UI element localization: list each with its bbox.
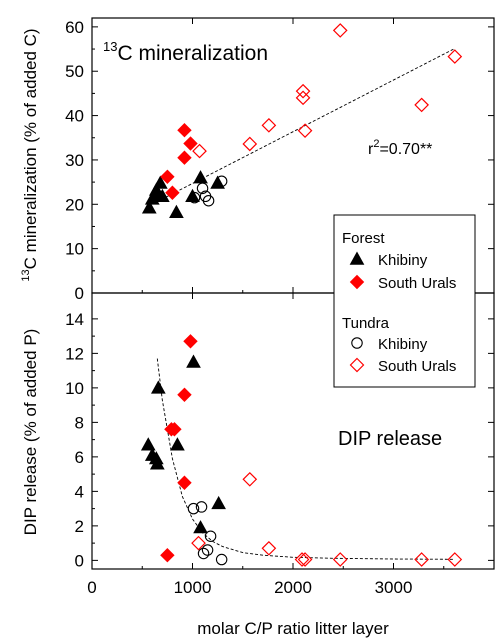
bottom-point-tundra-khibiny xyxy=(204,530,217,542)
top-point-tundra-south-urals xyxy=(295,90,311,106)
top-point-tundra-south-urals xyxy=(192,143,207,159)
top-point-forest-khibiny xyxy=(141,200,157,214)
top-point-tundra-khibiny xyxy=(188,191,201,204)
bottom-point-forest-south-urals xyxy=(160,547,175,563)
top-point-forest-khibiny xyxy=(152,175,168,189)
bottom-y-axis-label: DIP release (% of added P) xyxy=(21,329,40,536)
data-points xyxy=(140,23,463,567)
bottom-point-forest-khibiny xyxy=(140,437,156,451)
bottom-point-tundra-khibiny xyxy=(215,553,228,566)
x-tick-label: 2000 xyxy=(274,578,312,597)
top-point-tundra-south-urals xyxy=(332,23,348,38)
bottom-point-forest-khibiny xyxy=(150,380,166,394)
top-y-tick-label: 0 xyxy=(75,284,84,303)
bottom-point-forest-khibiny xyxy=(149,456,165,470)
bottom-point-tundra-south-urals xyxy=(414,552,429,567)
bottom-y-tick-label: 0 xyxy=(75,551,84,570)
bottom-point-forest-khibiny xyxy=(186,354,201,368)
bottom-point-tundra-khibiny xyxy=(187,502,200,515)
x-tick-label: 0 xyxy=(87,578,96,597)
top-panel-annotation: 13C mineralization xyxy=(103,39,268,65)
bottom-y-tick-label: 14 xyxy=(65,310,84,329)
x-axis-label: molar C/P ratio litter layer xyxy=(197,619,389,638)
top-y-tick-label: 40 xyxy=(65,107,84,126)
top-point-tundra-khibiny xyxy=(202,194,215,207)
legend-marker-tundra-south-urals xyxy=(349,357,365,373)
top-point-forest-khibiny xyxy=(155,188,170,203)
bottom-point-forest-khibiny xyxy=(170,437,185,451)
bottom-point-tundra-south-urals xyxy=(447,552,463,567)
fit-r2-label: r2=0.70** xyxy=(368,138,432,158)
bottom-point-tundra-khibiny xyxy=(195,501,208,513)
top-point-tundra-south-urals xyxy=(242,136,258,152)
legend-label-tundra-khibiny: Khibiny xyxy=(378,336,428,353)
bottom-point-forest-south-urals xyxy=(177,387,192,402)
top-point-forest-south-urals xyxy=(177,150,192,165)
bottom-point-forest-south-urals xyxy=(177,475,192,490)
bottom-point-tundra-south-urals xyxy=(332,552,348,567)
bottom-panel-annotation: DIP release xyxy=(338,428,442,450)
legend-marker-forest-south-urals xyxy=(349,274,365,290)
top-point-tundra-south-urals xyxy=(295,83,311,99)
legend-label-tundra-south-urals: South Urals xyxy=(378,358,456,375)
legend-label-forest-khibiny: Khibiny xyxy=(378,252,428,269)
x-tick-label: 1000 xyxy=(174,578,212,597)
bottom-point-tundra-khibiny xyxy=(197,547,210,560)
bottom-point-forest-khibiny xyxy=(193,520,208,534)
bottom-y-tick-label: 6 xyxy=(75,448,84,467)
bottom-point-forest-south-urals xyxy=(183,334,198,349)
bottom-y-tick-label: 12 xyxy=(65,344,84,363)
bottom-point-forest-south-urals xyxy=(167,422,182,437)
top-y-tick-label: 20 xyxy=(65,195,84,214)
legend-marker-tundra-khibiny xyxy=(351,337,363,349)
top-point-forest-south-urals xyxy=(160,169,175,184)
legend-label-forest-south-urals: South Urals xyxy=(378,275,456,292)
top-point-forest-khibiny xyxy=(210,175,225,189)
bottom-point-tundra-khibiny xyxy=(201,544,214,556)
top-y-tick-label: 30 xyxy=(65,151,84,170)
top-y-tick-label: 60 xyxy=(65,18,84,37)
bottom-y-tick-label: 4 xyxy=(75,482,84,501)
legend-group-tundra: Tundra xyxy=(342,315,390,332)
top-point-forest-khibiny xyxy=(185,188,200,203)
top-point-forest-khibiny xyxy=(169,204,184,218)
top-point-forest-south-urals xyxy=(183,136,198,151)
top-point-tundra-south-urals xyxy=(297,123,313,139)
bottom-y-tick-label: 10 xyxy=(65,379,84,398)
bottom-point-tundra-south-urals xyxy=(242,471,258,487)
top-y-axis-label: 13C mineralization (% of added C) xyxy=(20,28,40,281)
top-point-forest-khibiny xyxy=(193,170,208,184)
top-point-forest-south-urals xyxy=(165,185,180,200)
top-point-tundra-south-urals xyxy=(261,117,277,133)
bottom-point-tundra-south-urals xyxy=(297,552,313,567)
axes-layer: 0 10 20 30 40 50 60 0 2 4 6 8 10 12 14 0 1000 2000 3000 xyxy=(65,18,494,597)
top-point-forest-south-urals xyxy=(177,123,192,138)
x-tick-label: 3000 xyxy=(375,578,413,597)
bottom-y-tick-label: 2 xyxy=(75,517,84,536)
top-y-tick-label: 10 xyxy=(65,240,84,259)
bottom-fit-line xyxy=(156,358,454,560)
top-point-tundra-khibiny xyxy=(215,175,228,187)
bottom-y-tick-label: 8 xyxy=(75,413,84,432)
bottom-point-tundra-south-urals xyxy=(191,535,206,551)
legend-marker-forest-khibiny xyxy=(349,251,365,265)
legend: Forest Khibiny South Urals Tundra Khibin… xyxy=(333,214,476,388)
bottom-point-forest-khibiny xyxy=(211,495,226,510)
bottom-point-tundra-south-urals xyxy=(261,540,277,556)
top-y-tick-label: 50 xyxy=(65,62,84,81)
legend-group-forest: Forest xyxy=(342,230,385,247)
top-point-tundra-south-urals xyxy=(447,49,463,64)
bottom-point-tundra-south-urals xyxy=(294,552,310,567)
top-point-tundra-south-urals xyxy=(414,97,429,113)
top-point-tundra-khibiny xyxy=(196,182,209,195)
